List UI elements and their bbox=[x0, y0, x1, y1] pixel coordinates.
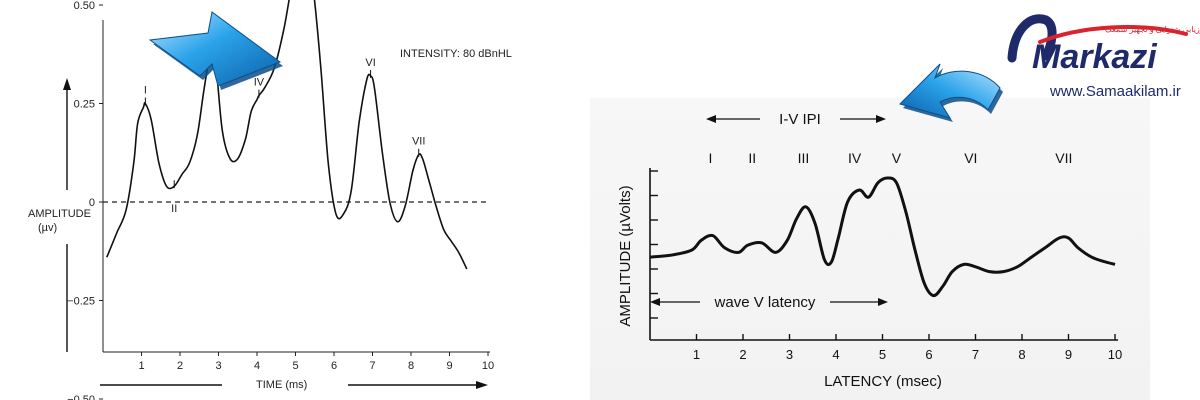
right-x-tick-label: 7 bbox=[972, 347, 979, 362]
logo-tagline: ارزیابی شنوایی و تجهیز سمعک bbox=[1105, 25, 1200, 34]
logo-red-swoosh-icon bbox=[1038, 25, 1188, 44]
right-abr-chart: 1 2 3 4 5 6 7 8 9 10 I II III IV V VI VII I-V IPI wave … bbox=[590, 98, 1150, 400]
left-peak-label: I bbox=[144, 85, 147, 97]
left-x-tick-label: 4 bbox=[254, 360, 260, 372]
left-x-tick-label: 3 bbox=[215, 360, 221, 372]
markazi-logo: Markazi ارزیابی شنوایی و تجهیز سمعک www.… bbox=[1007, 14, 1200, 100]
right-x-tick-label: 2 bbox=[739, 347, 746, 362]
right-peak-label: V bbox=[892, 150, 902, 166]
right-waveform-line bbox=[649, 176, 1116, 298]
left-intensity-annotation: INTENSITY: 80 dBnHL bbox=[400, 48, 512, 60]
left-y-tick-label: 0.50 bbox=[74, 0, 95, 12]
left-y-label-line2: (µv) bbox=[38, 222, 57, 234]
right-y-ticks bbox=[650, 170, 658, 319]
right-x-tick-label: 4 bbox=[832, 347, 839, 362]
left-y-tick-label: −0.25 bbox=[67, 296, 95, 308]
right-x-tick-label: 6 bbox=[925, 347, 932, 362]
left-x-tick-label: 6 bbox=[331, 360, 337, 372]
left-x-label: TIME (ms) bbox=[256, 379, 307, 391]
right-peak-label: III bbox=[798, 150, 810, 166]
left-x-tick-label: 10 bbox=[482, 360, 494, 372]
left-y-tick-label: 0.25 bbox=[74, 99, 95, 111]
logo-brand-text: Markazi bbox=[1032, 38, 1158, 76]
left-x-tick-label: 7 bbox=[369, 360, 375, 372]
left-peak-label: VII bbox=[412, 136, 425, 148]
left-y-tick-label: −0.50 bbox=[67, 394, 95, 400]
left-peak-label: IV bbox=[254, 77, 265, 89]
right-x-label: LATENCY (msec) bbox=[824, 373, 942, 390]
latency-arrow-left-head bbox=[650, 298, 660, 306]
left-peak-label: VI bbox=[365, 57, 375, 69]
left-y-label-line1: AMPLITUDE bbox=[28, 208, 91, 220]
right-x-tick-label: 3 bbox=[786, 347, 793, 362]
wave-v-latency-label: wave V latency bbox=[714, 294, 816, 311]
right-peak-label: II bbox=[748, 150, 756, 166]
logo-website: www.Samaakilam.ir bbox=[1049, 83, 1181, 100]
right-peak-label: IV bbox=[848, 150, 862, 166]
left-x-tick-label: 1 bbox=[138, 360, 144, 372]
right-x-ticks: 1 2 3 4 5 6 7 8 9 10 bbox=[693, 334, 1122, 362]
left-x-tick-label: 2 bbox=[177, 360, 183, 372]
blue-curved-arrow-icon bbox=[899, 63, 1003, 122]
right-x-tick-label: 8 bbox=[1018, 347, 1025, 362]
left-y-ticks: 0.750.500.250−0.25−0.50 bbox=[67, 0, 103, 400]
right-peak-label: VII bbox=[1055, 150, 1072, 166]
left-x-tick-label: 5 bbox=[292, 360, 298, 372]
left-peak-label: II bbox=[171, 203, 177, 215]
right-peak-label: I bbox=[709, 150, 713, 166]
right-peak-labels: I II III IV V VI VII bbox=[709, 150, 1073, 166]
left-y-tick-label: 0 bbox=[89, 197, 95, 209]
right-x-tick-label: 9 bbox=[1065, 347, 1072, 362]
right-chart-background bbox=[590, 98, 1150, 400]
logo-swoosh-icon bbox=[1007, 14, 1057, 63]
right-y-label: AMPLITUDE (µVolts) bbox=[617, 185, 634, 326]
ipi-label: I-V IPI bbox=[779, 111, 821, 128]
ipi-arrow-right-head bbox=[876, 115, 886, 123]
left-x-tick-label: 9 bbox=[446, 360, 452, 372]
left-x-tick-label: 8 bbox=[408, 360, 414, 372]
right-x-tick-label: 10 bbox=[1108, 347, 1122, 362]
left-waveform-line bbox=[106, 0, 468, 270]
right-x-tick-label: 1 bbox=[693, 347, 700, 362]
latency-arrow-right-head bbox=[878, 298, 888, 306]
left-x-ticks: 1 2 3 4 5 6 7 8 9 10 bbox=[138, 352, 494, 372]
left-right-arrow-head bbox=[476, 381, 488, 389]
left-up-arrow-head bbox=[63, 78, 71, 90]
right-peak-label: VI bbox=[964, 150, 977, 166]
ipi-arrow-left-head bbox=[706, 115, 716, 123]
blue-pointer-arrow-icon bbox=[148, 11, 283, 90]
right-x-tick-label: 5 bbox=[879, 347, 886, 362]
